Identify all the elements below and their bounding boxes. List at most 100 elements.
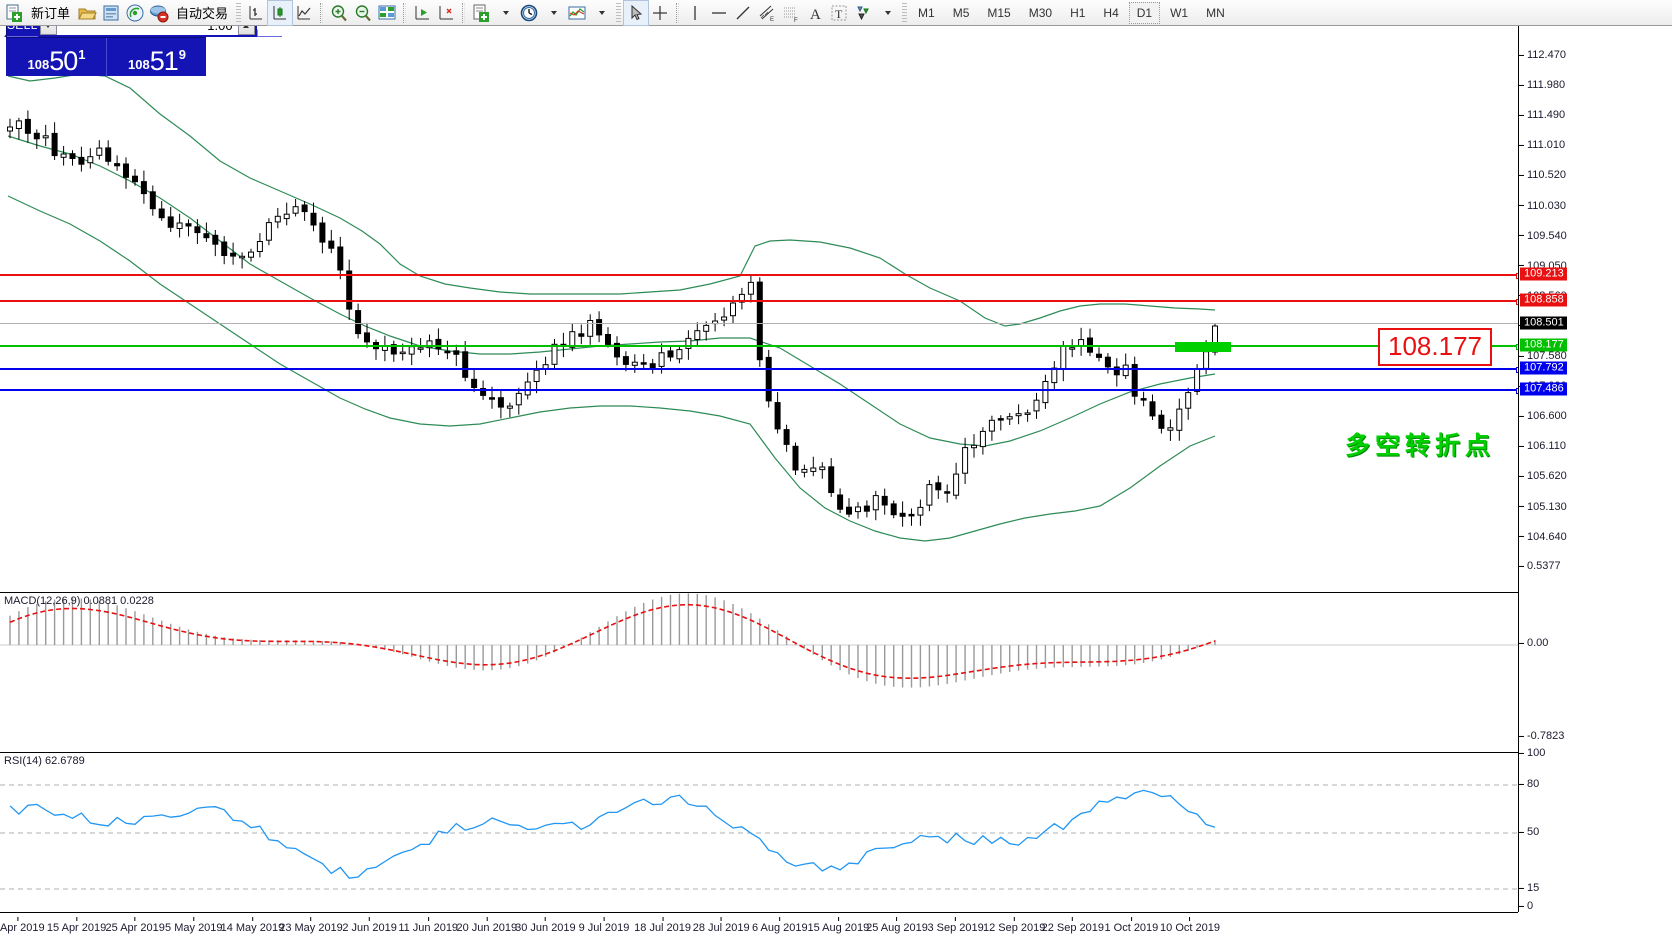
fibonacci-icon: F	[784, 7, 798, 23]
price-label-109213[interactable]: 109.213	[1520, 267, 1567, 281]
autotrade-icon	[150, 5, 169, 22]
resistance-line-109213[interactable]	[0, 273, 1518, 279]
svg-text:E: E	[770, 17, 774, 23]
price-tick: 106.600	[1519, 410, 1567, 422]
date-tick: 23 May 2019	[279, 917, 343, 934]
template-icon	[473, 4, 490, 22]
toolbar-grip-2[interactable]	[616, 2, 622, 23]
timeframe-m1[interactable]: M1	[918, 5, 935, 20]
date-tick: 2 Jun 2019	[342, 917, 397, 934]
autotrade-label: 自动交易	[176, 6, 229, 21]
hline-button[interactable]	[707, 1, 731, 25]
autotrade-button[interactable]	[147, 1, 171, 25]
timeframe-m5[interactable]: M5	[952, 5, 970, 20]
candlestick-button[interactable]	[267, 0, 294, 26]
crosshair-button[interactable]	[648, 1, 672, 25]
textlabel-icon: T	[831, 5, 847, 21]
timeframe-h4[interactable]: H4	[1103, 5, 1119, 20]
chevron-down-icon	[598, 10, 605, 15]
text-button[interactable]: A	[803, 1, 827, 25]
svg-text:F: F	[794, 18, 798, 23]
equidistant-icon: E	[759, 5, 774, 23]
date-tick: 5 Apr 2019	[0, 917, 45, 934]
period-dropdown[interactable]	[541, 1, 565, 25]
rsi-panel[interactable]: RSI(14) 62.6789	[0, 752, 1518, 912]
price-tick: 104.640	[1519, 531, 1567, 543]
price-axis[interactable]: 112.470 111.980 111.490 111.010 110.520 110.0…	[1518, 26, 1672, 912]
terminal-button[interactable]	[99, 1, 123, 25]
rsi-tick: 0	[1519, 900, 1533, 912]
timeframe-m30[interactable]: M30	[1028, 5, 1053, 20]
macd-histogram	[9, 593, 1216, 688]
equidistant-channel-button[interactable]: E	[755, 1, 779, 25]
new-order-button[interactable]	[2, 1, 26, 25]
date-tick: 9 Jul 2019	[579, 917, 629, 934]
toolbar-grip[interactable]	[236, 2, 242, 23]
fibonacci-button[interactable]: F	[779, 1, 803, 25]
price-tick: 111.010	[1519, 139, 1565, 151]
buy-price-button[interactable]: 108 51 9	[106, 38, 206, 76]
cursor-button[interactable]	[623, 0, 650, 26]
shapes-button[interactable]	[851, 1, 875, 25]
grid-button[interactable]	[375, 1, 399, 25]
signals-icon	[126, 4, 144, 21]
signals-button[interactable]	[123, 1, 147, 25]
zoom-out-icon	[355, 4, 371, 21]
vline-button[interactable]	[683, 1, 707, 25]
date-tick: 5 May 2019	[165, 917, 223, 934]
price-chart-svg	[7, 73, 1218, 542]
indicators-dropdown[interactable]	[589, 1, 613, 25]
template-button[interactable]	[469, 1, 493, 25]
timeframe-mn[interactable]: MN	[1206, 5, 1225, 20]
folder-button[interactable]	[75, 1, 99, 25]
price-annotation-box[interactable]: 108.177	[1378, 328, 1492, 366]
shapes-icon	[857, 6, 869, 20]
indicators-button[interactable]	[565, 1, 589, 25]
timeframe-d1[interactable]: D1	[1128, 1, 1161, 24]
price-label-108858[interactable]: 108.858	[1520, 293, 1567, 307]
sell-price-sup: 1	[78, 47, 86, 62]
sell-price-button[interactable]: 108 50 1	[6, 38, 106, 76]
line-chart-button[interactable]	[292, 1, 316, 25]
zoom-out-button[interactable]	[351, 1, 375, 25]
candlestick-series	[7, 110, 1218, 527]
bar-chart-icon	[249, 5, 263, 19]
date-tick: 20 Jun 2019	[457, 917, 517, 934]
trendline-button[interactable]	[731, 1, 755, 25]
grid-icon	[378, 5, 396, 19]
macd-title: MACD(12,26,9) 0.0881 0.0228	[4, 595, 154, 607]
price-tick: 109.540	[1519, 230, 1567, 242]
period-button[interactable]	[517, 1, 541, 25]
price-tick: 111.490	[1519, 109, 1565, 121]
macd-panel[interactable]: MACD(12,26,9) 0.0881 0.0228	[0, 592, 1518, 750]
zoom-in-button[interactable]	[327, 1, 351, 25]
chinese-annotation-text: 多空转折点	[1345, 431, 1496, 460]
svg-text:T: T	[835, 7, 843, 21]
support-line-107792[interactable]	[0, 367, 1518, 373]
timeframe-h1[interactable]: H1	[1070, 5, 1086, 20]
auto-scroll-button[interactable]	[410, 1, 434, 25]
price-label-107486[interactable]: 107.486	[1520, 382, 1567, 396]
shapes-dropdown[interactable]	[875, 1, 899, 25]
resistance-line-108858[interactable]	[0, 299, 1518, 305]
buy-price-mid: 51	[149, 46, 179, 76]
date-tick: 6 Aug 2019	[752, 917, 808, 934]
chart-shift-button[interactable]	[434, 1, 458, 25]
rsi-tick: 15	[1519, 882, 1539, 894]
price-label-108177[interactable]: 108.177	[1520, 338, 1567, 352]
pivot-line-108177[interactable]	[0, 344, 1518, 350]
toolbar-grip-3[interactable]	[902, 2, 908, 23]
timeframe-m15[interactable]: M15	[987, 5, 1011, 20]
support-line-107486[interactable]	[0, 388, 1518, 394]
date-tick: 25 Aug 2019	[866, 917, 928, 934]
cursor-icon	[631, 4, 643, 20]
timeframe-w1[interactable]: W1	[1170, 5, 1189, 20]
price-panel[interactable]: USDJPY-,Daily 107.863 108.617 107.840 10…	[0, 26, 1518, 590]
template-dropdown[interactable]	[493, 1, 517, 25]
bar-chart-button[interactable]	[244, 1, 268, 25]
price-label-107792[interactable]: 107.792	[1520, 361, 1567, 375]
main-toolbar: 新订单 自动交易	[0, 0, 1672, 26]
text-label-button[interactable]: T	[827, 1, 851, 25]
price-label-108501[interactable]: 108.501	[1520, 316, 1567, 330]
